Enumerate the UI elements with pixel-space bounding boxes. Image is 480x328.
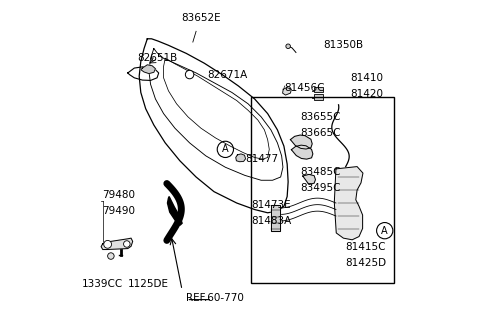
Text: 81477: 81477	[245, 154, 278, 164]
Text: 1125DE: 1125DE	[128, 279, 169, 289]
Circle shape	[104, 240, 111, 248]
Text: 83655C: 83655C	[300, 112, 341, 122]
Text: 81420: 81420	[350, 89, 384, 99]
Bar	[314, 94, 323, 100]
Text: 83495C: 83495C	[300, 183, 341, 194]
Polygon shape	[303, 174, 315, 184]
Polygon shape	[168, 196, 182, 225]
Text: 83665C: 83665C	[300, 128, 341, 138]
Text: 79480: 79480	[102, 190, 135, 200]
Text: 83485C: 83485C	[300, 167, 341, 177]
Polygon shape	[271, 205, 280, 231]
Polygon shape	[290, 135, 312, 149]
Circle shape	[185, 70, 194, 79]
Text: 81415C: 81415C	[346, 242, 386, 252]
Text: REF.60-770: REF.60-770	[186, 293, 244, 303]
Text: A: A	[382, 226, 388, 236]
Text: 82671A: 82671A	[207, 70, 248, 80]
Polygon shape	[334, 167, 363, 240]
Polygon shape	[141, 65, 156, 73]
Circle shape	[108, 253, 114, 259]
Text: 1339CC: 1339CC	[82, 279, 123, 289]
Bar	[314, 87, 323, 92]
Polygon shape	[283, 88, 291, 95]
Polygon shape	[291, 145, 313, 159]
Text: A: A	[222, 144, 228, 154]
Polygon shape	[236, 154, 246, 162]
Text: 82651B: 82651B	[137, 53, 177, 63]
Text: 81473E: 81473E	[252, 200, 291, 210]
Text: 79490: 79490	[102, 206, 135, 216]
Text: 81483A: 81483A	[252, 216, 292, 226]
Text: 83652E: 83652E	[181, 13, 221, 23]
Text: 81410: 81410	[350, 73, 384, 83]
Bar	[252, 97, 395, 283]
Circle shape	[123, 241, 130, 247]
Polygon shape	[101, 238, 132, 250]
Text: 81456C: 81456C	[284, 83, 324, 92]
Text: 81350B: 81350B	[323, 40, 363, 50]
Circle shape	[286, 44, 290, 49]
Text: 81425D: 81425D	[346, 258, 387, 268]
